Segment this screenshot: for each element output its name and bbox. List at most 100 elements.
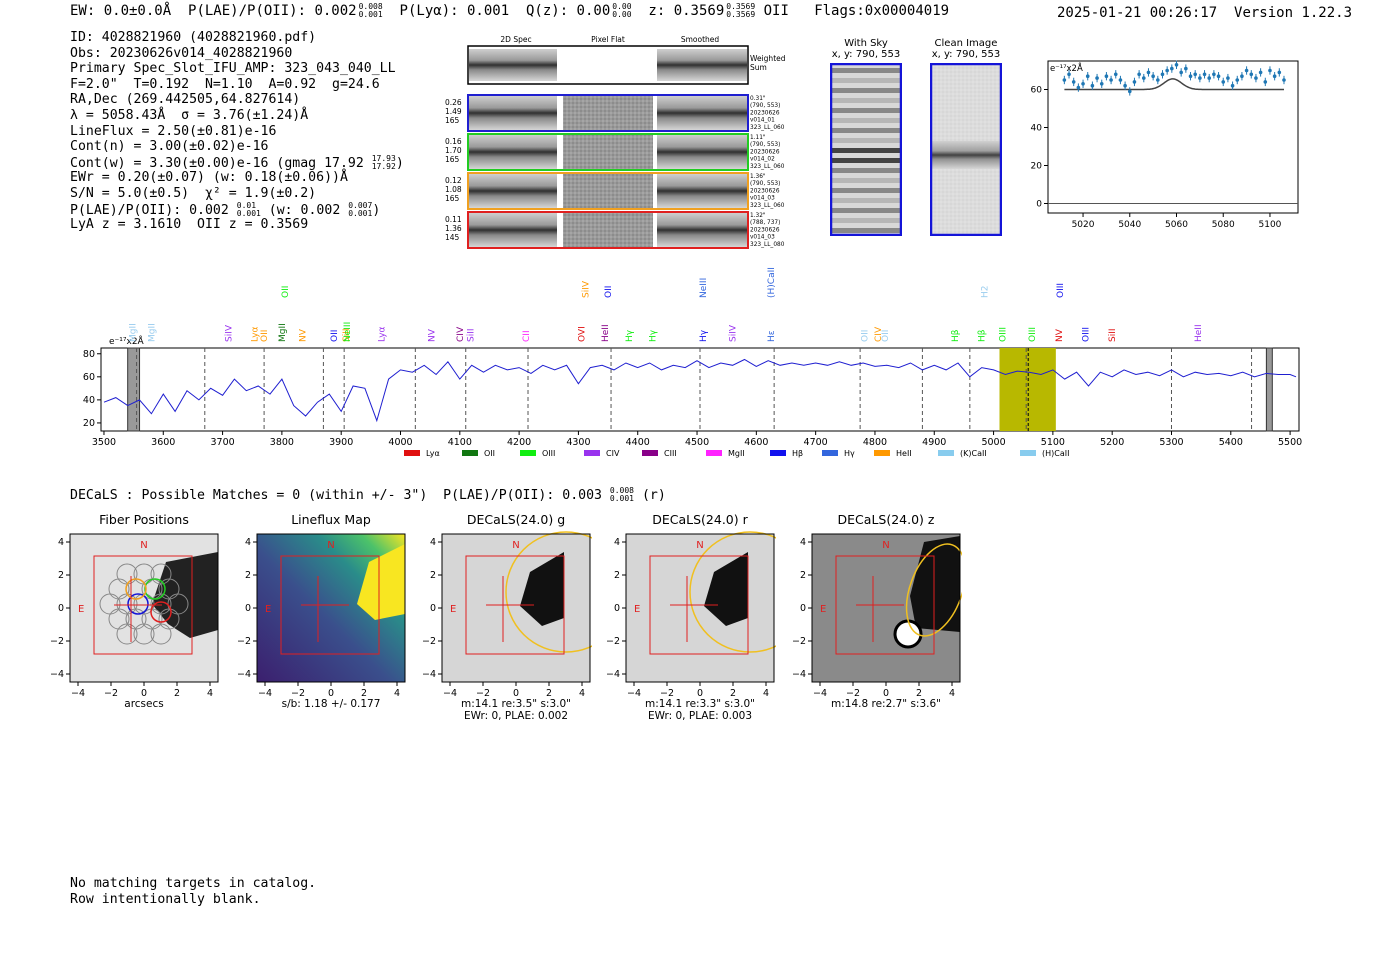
- sky-stripe: [832, 188, 900, 193]
- panel-caption: m:14.1 re:3.3" s:3.0": [645, 698, 755, 710]
- zoom-data-point: [1277, 70, 1282, 75]
- search-box: [280, 555, 380, 655]
- zoom-data-point: [1165, 68, 1169, 73]
- panel-ytick-label: −2: [237, 636, 251, 647]
- cutout-row-right-label: 0.31": [750, 96, 766, 102]
- cutout-smoothed: [657, 135, 747, 169]
- cutout-row-left-label: 0.26: [445, 98, 462, 107]
- panel-image: N E −4 4 −2 2 0 0 2 −2 4 −4: [792, 533, 962, 699]
- col-title-2dspec: 2D Spec: [500, 35, 531, 44]
- header-timestamp: 2025-01-21 00:26:17 Version 1.22.3: [1057, 5, 1352, 21]
- panel-title: DECaLS(24.0) z: [837, 512, 935, 527]
- spectral-line-label: SiII: [1108, 328, 1118, 342]
- cutout-row-right-label: (790, 553): [750, 181, 780, 187]
- cutout-row-right-label: 20230626: [750, 227, 780, 233]
- sky-stripe: [832, 118, 900, 123]
- zoom-data-point: [1212, 72, 1216, 77]
- panel-xtick-label: 2: [174, 688, 180, 699]
- zoom-data-point: [1244, 68, 1249, 73]
- spectral-line-label: Hγ: [625, 329, 635, 342]
- cutout-pixelflat: [563, 96, 653, 130]
- info-lambda: λ = 5058.43Å σ = 3.76(±1.24)Å: [70, 107, 309, 123]
- zoom-data-point: [1156, 78, 1160, 82]
- cutout-row-right-label: 1.36": [750, 174, 766, 180]
- weighted-sum-row: Weighted Sum: [467, 45, 786, 85]
- spectrum-xtick-label: 5300: [1159, 437, 1183, 448]
- panel-ytick-label: 4: [800, 537, 806, 548]
- cutout-smoothed: [657, 213, 747, 247]
- zoom-xtick-label: 5100: [1259, 220, 1282, 230]
- header-flags: Flags:0x00004019: [814, 3, 950, 19]
- cutout-panel: 2D Spec Pixel Flat Smoothed Weighted Sum…: [445, 35, 786, 249]
- legend-label: (K)CaII: [960, 449, 987, 458]
- cutout-pixelflat: [563, 135, 653, 169]
- header-ew: EW: 0.0±0.0Å: [70, 3, 172, 19]
- zoom-data-point: [1151, 74, 1155, 78]
- spectrum-xtick-label: 3800: [270, 437, 294, 448]
- panel-title: DECaLS(24.0) g: [466, 512, 566, 527]
- zoom-data-point: [1202, 72, 1207, 77]
- panel-xtick-label: −2: [291, 688, 305, 699]
- panel-ytick-label: −4: [237, 669, 251, 680]
- panel-image: N E −4 4 −2 2 0 0 2 −2 4 −4: [50, 533, 219, 699]
- zoom-xtick-label: 5060: [1165, 220, 1188, 230]
- detection-info: ID: 4028821960 (4028821960.pdf) Obs: 202…: [70, 30, 404, 233]
- legend-label: Hβ: [792, 449, 803, 458]
- cutout-row-left-label: 165: [445, 194, 460, 203]
- panel-xtick-label: 4: [579, 688, 585, 699]
- spectral-line-label: OII: [281, 286, 291, 298]
- sky-stripe: [832, 108, 900, 113]
- spectral-line-label: NeIII: [699, 278, 709, 298]
- spectrum-ylabel: e⁻¹⁷x2Å: [109, 335, 145, 347]
- zoom-data-point: [1067, 72, 1071, 77]
- source-blob: [520, 552, 564, 626]
- cutout-row-left-label: 1.70: [445, 146, 462, 155]
- cutout-row-right-label: 20230626: [750, 110, 780, 116]
- cutout-2dspec: [469, 135, 557, 169]
- line-fit-chart: e⁻¹⁷x2Å 5020 5040 5060 5080 5100 0 20 40 60: [1031, 60, 1299, 230]
- zoom-ytick-label: 0: [1036, 200, 1042, 210]
- panel-ytick-label: 2: [245, 570, 251, 581]
- panel-xtick-label: −4: [71, 688, 85, 699]
- zoom-data-point: [1127, 89, 1132, 94]
- zoom-data-point: [1076, 85, 1081, 90]
- sky-stripe: [832, 178, 900, 183]
- info-contn: Cont(n) = 3.00(±0.02)e-16: [70, 139, 269, 155]
- spectral-line-label: OII: [330, 330, 340, 342]
- panel-ytick-label: 4: [245, 537, 251, 548]
- panel-ytick-label: 2: [800, 570, 806, 581]
- panel-xtick-label: 2: [546, 688, 552, 699]
- with-sky-title: With Sky x, y: 790, 553: [831, 38, 901, 60]
- zoom-data-point: [1141, 76, 1146, 80]
- zoom-data-point: [1090, 83, 1095, 88]
- cutout-row-border: [467, 94, 749, 132]
- zoom-data-point: [1104, 74, 1109, 78]
- spectrum-ytick-label: 40: [83, 395, 95, 406]
- panel-xtick-label: −4: [813, 688, 827, 699]
- zoom-data-point: [1132, 80, 1137, 84]
- spectrum-xtick-label: 5000: [981, 437, 1005, 448]
- cutout-row-left-label: 1.08: [445, 185, 462, 194]
- cutout-row-left-label: 0.12: [445, 176, 462, 185]
- panel-ytick-label: −4: [606, 669, 620, 680]
- spectrum-xtick-label: 4500: [685, 437, 709, 448]
- cutout-row-border: [467, 172, 749, 210]
- spectrum-xtick-label: 3600: [151, 437, 175, 448]
- legend-swatch: [642, 450, 658, 456]
- imaging-panels: Fiber Positions N E −4 4 −2 2 0 0 2 −2 4 −4 arcsecs Li…: [40, 512, 980, 727]
- fiber-circle-blue: [127, 593, 149, 615]
- zoom-data-point: [1174, 63, 1179, 67]
- compass-e: E: [634, 604, 640, 615]
- zoom-data-point: [1207, 76, 1212, 80]
- panel-caption: s/b: 1.18 +/- 0.177: [281, 698, 381, 710]
- compass-e: E: [450, 604, 456, 615]
- panel-ytick-label: −2: [422, 636, 436, 647]
- decals-summary: DECaLS : Possible Matches = 0 (within +/…: [70, 486, 666, 504]
- cutout-row-right-label: 323_LL_060: [750, 203, 785, 209]
- cutout-row-left-label: 165: [445, 116, 460, 125]
- info-obs: Obs: 20230626v014_4028821960: [70, 45, 293, 61]
- cutout-row-right-label: 1.11": [750, 135, 766, 141]
- panel-ytick-label: 2: [614, 570, 620, 581]
